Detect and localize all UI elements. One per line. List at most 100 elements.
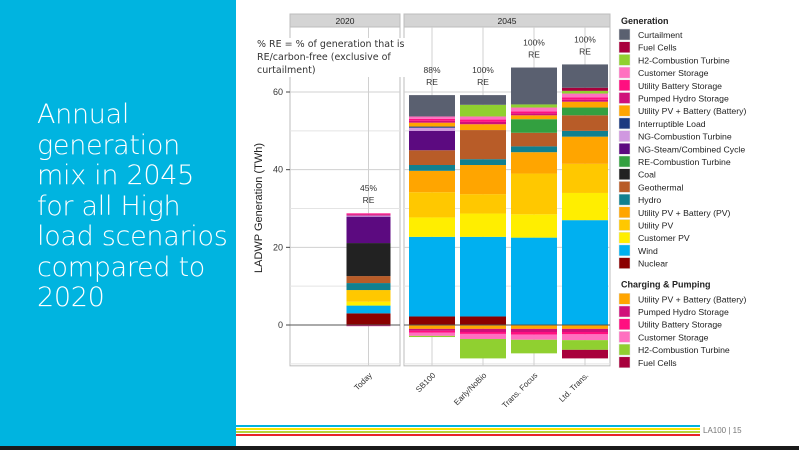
charging-segment-utility-pv-battery-battery- xyxy=(562,325,608,329)
bar-segment-ng-combustion-turbine xyxy=(346,215,391,217)
bar-segment-pumped-hydro-storage xyxy=(346,214,391,216)
bar-segment-utility-pv xyxy=(562,163,608,193)
re-label: RE xyxy=(363,195,375,205)
legend-label: Customer PV xyxy=(638,233,690,243)
x-tick-label: Ltd. Trans. xyxy=(557,371,590,404)
footer-stripe xyxy=(236,428,700,430)
charging-segment-pumped-hydro-storage xyxy=(562,328,608,332)
bar-segment-utility-pv xyxy=(346,290,391,302)
charging-segment-h2-combustion-turbine xyxy=(511,339,557,354)
bar-segment-wind xyxy=(562,220,608,325)
re-label: RE xyxy=(426,77,438,87)
footer-stripe xyxy=(236,431,700,433)
re-annotation: % RE = % of generation that is RE/carbon… xyxy=(255,38,409,77)
legend-label: Pumped Hydro Storage xyxy=(638,94,729,104)
legend-label: Hydro xyxy=(638,195,661,205)
footer-stripe xyxy=(236,434,700,436)
legend-label: Coal xyxy=(638,170,656,180)
bar-segment-pumped-hydro-storage xyxy=(460,121,506,125)
title-panel: Annual generation mix in 2045 for all Hi… xyxy=(0,0,236,450)
charging-segment-fuel-cells xyxy=(562,349,608,359)
bar-segment-curtailment xyxy=(409,95,455,117)
x-tick-label: Early/NoBio xyxy=(452,371,489,408)
bar-segment-interruptible-load xyxy=(409,126,455,128)
y-tick-label: 0 xyxy=(278,320,283,330)
legend-swatch xyxy=(618,244,631,257)
facet-strip-label: 2045 xyxy=(498,16,517,26)
bar-segment-utility-pv-battery-pv- xyxy=(409,170,455,193)
footer-page-label: LA100 | 15 xyxy=(703,426,742,435)
bar-segment-utility-pv-battery-pv- xyxy=(460,165,506,195)
legend-label: Utility PV xyxy=(638,221,673,231)
bar-segment-customer-pv xyxy=(511,214,557,238)
bar-segment-geothermal xyxy=(460,130,506,160)
bar-segment-customer-pv xyxy=(460,213,506,237)
charging-segment-pumped-hydro-storage xyxy=(511,328,557,332)
re-label: 100% xyxy=(472,65,494,75)
bottom-bar xyxy=(0,446,799,450)
charging-segment-h2-combustion-turbine xyxy=(460,338,506,359)
bar-segment-h2-combustion-turbine xyxy=(460,104,506,117)
charging-segment-customer-storage xyxy=(409,332,455,336)
bar-segment-curtailment xyxy=(562,64,608,88)
bar-segment-h2-combustion-turbine xyxy=(511,104,557,108)
re-label: 100% xyxy=(574,34,596,44)
legend-label: Utility PV + Battery (PV) xyxy=(638,208,731,218)
bar-segment-geothermal xyxy=(409,150,455,166)
legend-swatch xyxy=(618,104,631,117)
bar-segment-customer-pv xyxy=(346,301,391,306)
legend-swatch xyxy=(618,28,631,41)
bar-segment-pumped-hydro-storage xyxy=(409,120,455,123)
charging-segment-utility-pv-battery-battery- xyxy=(409,325,455,329)
bar-segment-pumped-hydro-storage xyxy=(562,99,608,102)
legend-swatch xyxy=(618,293,631,305)
legend-swatch xyxy=(618,130,631,142)
legend-label: Utility Battery Storage xyxy=(638,81,722,91)
re-label: 45% xyxy=(360,183,377,193)
bar-segment-utility-pv-battery-pv- xyxy=(562,136,608,164)
bar-segment-hydro xyxy=(562,130,608,137)
charging-segment-customer-storage xyxy=(511,334,557,340)
bar-segment-wind xyxy=(409,236,455,317)
charging-segment-h2-combustion-turbine xyxy=(409,335,455,338)
legend-label: RE-Combustion Turbine xyxy=(638,157,731,167)
legend-label: H2-Combustion Turbine xyxy=(638,55,730,65)
legend-title-charging: Charging & Pumping xyxy=(621,279,711,289)
charging-segment-h2-combustion-turbine xyxy=(562,340,608,350)
legend-label: Interruptible Load xyxy=(638,119,706,129)
legend-swatch xyxy=(618,54,631,66)
charging-segment-utility-battery-storage xyxy=(562,331,608,335)
charging-segment-pumped-hydro-storage xyxy=(409,328,455,331)
legend-swatch xyxy=(618,206,631,219)
bar-segment-geothermal xyxy=(562,115,608,131)
legend-label: NG-Combustion Turbine xyxy=(638,132,732,142)
legend-label: Utility PV + Battery (Battery) xyxy=(638,294,746,304)
charging-segment-customer-storage xyxy=(562,334,608,341)
bar-segment-nuclear xyxy=(409,316,455,325)
legend-label: NG-Steam/Combined Cycle xyxy=(638,144,745,154)
re-label: 100% xyxy=(523,38,545,48)
bar-segment-hydro xyxy=(511,146,557,153)
bar-segment-utility-pv xyxy=(460,194,506,214)
legend-label: Customer Storage xyxy=(638,68,709,78)
legend-swatch xyxy=(618,168,631,180)
bar-segment-utility-pv-battery-battery- xyxy=(409,122,455,127)
bar-segment-ng-combustion-turbine xyxy=(409,127,455,131)
bar-segment-utility-pv-battery-battery- xyxy=(460,124,506,131)
legend-label: Fuel Cells xyxy=(638,358,677,368)
charging-segment-utility-battery-storage xyxy=(409,330,455,333)
legend-swatch xyxy=(618,143,631,155)
legend-label: Pumped Hydro Storage xyxy=(638,307,729,317)
bar-segment-hydro xyxy=(346,283,391,291)
bar-segment-re-combustion-turbine xyxy=(562,107,608,116)
legend-label: Utility PV + Battery (Battery) xyxy=(638,106,746,116)
legend-swatch xyxy=(618,356,631,369)
facet-strip-label: 2020 xyxy=(336,16,355,26)
legend-swatch xyxy=(618,66,631,79)
legend-swatch xyxy=(618,79,631,92)
charging-segment-utility-pv-battery-battery- xyxy=(511,325,557,329)
re-label: 88% xyxy=(423,65,440,75)
bar-segment-utility-battery-storage xyxy=(346,213,391,215)
bar-segment-hydro xyxy=(409,165,455,171)
